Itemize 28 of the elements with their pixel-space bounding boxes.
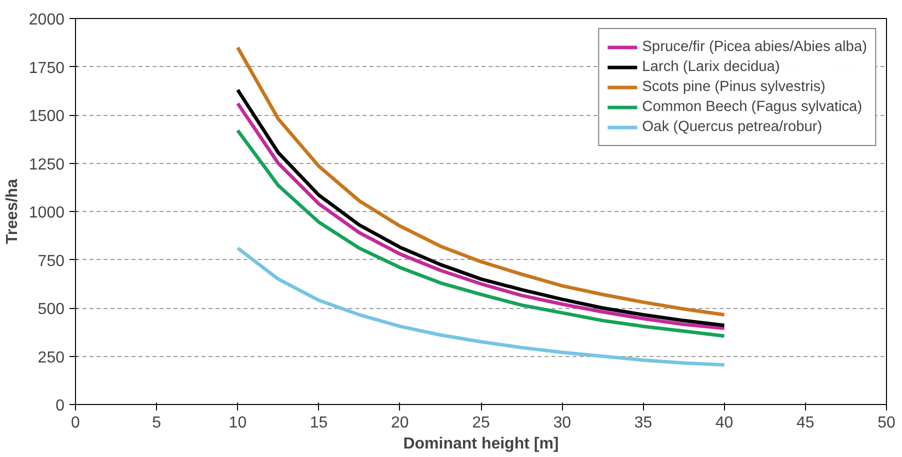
x-tick-label: 10 [228, 414, 247, 432]
x-tick-label: 35 [634, 414, 652, 432]
x-tick-label: 0 [71, 414, 80, 432]
legend-label: Oak (Quercus petrea/robur) [642, 118, 822, 136]
x-tick-label: 45 [796, 414, 814, 432]
x-axis-title: Dominant height [m] [403, 436, 559, 452]
x-tick-label: 25 [472, 414, 490, 432]
legend-label: Common Beech (Fagus sylvatica) [642, 98, 862, 116]
y-axis-title: Trees/ha [4, 178, 21, 244]
y-tick-label: 1750 [28, 60, 65, 77]
y-tick-label: 1250 [28, 156, 65, 174]
y-tick-label: 750 [38, 252, 65, 270]
x-tick-label: 20 [391, 414, 409, 432]
legend-label: Scots pine (Pinus sylvestris) [642, 78, 826, 96]
legend-label: Spruce/fir (Picea abies/Abies alba) [642, 38, 867, 56]
x-tick-label: 5 [152, 414, 162, 432]
x-tick-label: 40 [715, 414, 734, 432]
x-tick-label: 30 [553, 414, 572, 432]
line-series [236, 246, 726, 367]
y-tick-label: 1000 [28, 204, 65, 222]
y-tick-label: 0 [56, 398, 65, 414]
x-tick-label: 15 [310, 414, 328, 432]
legend-label: Larch (Larix decidua) [642, 58, 780, 76]
x-tick-label: 50 [878, 414, 896, 432]
y-tick-label: 2000 [28, 12, 65, 28]
y-tick-label: 500 [38, 301, 65, 318]
y-tick-label: 1500 [28, 108, 65, 125]
y-tick-label: 250 [38, 349, 65, 366]
